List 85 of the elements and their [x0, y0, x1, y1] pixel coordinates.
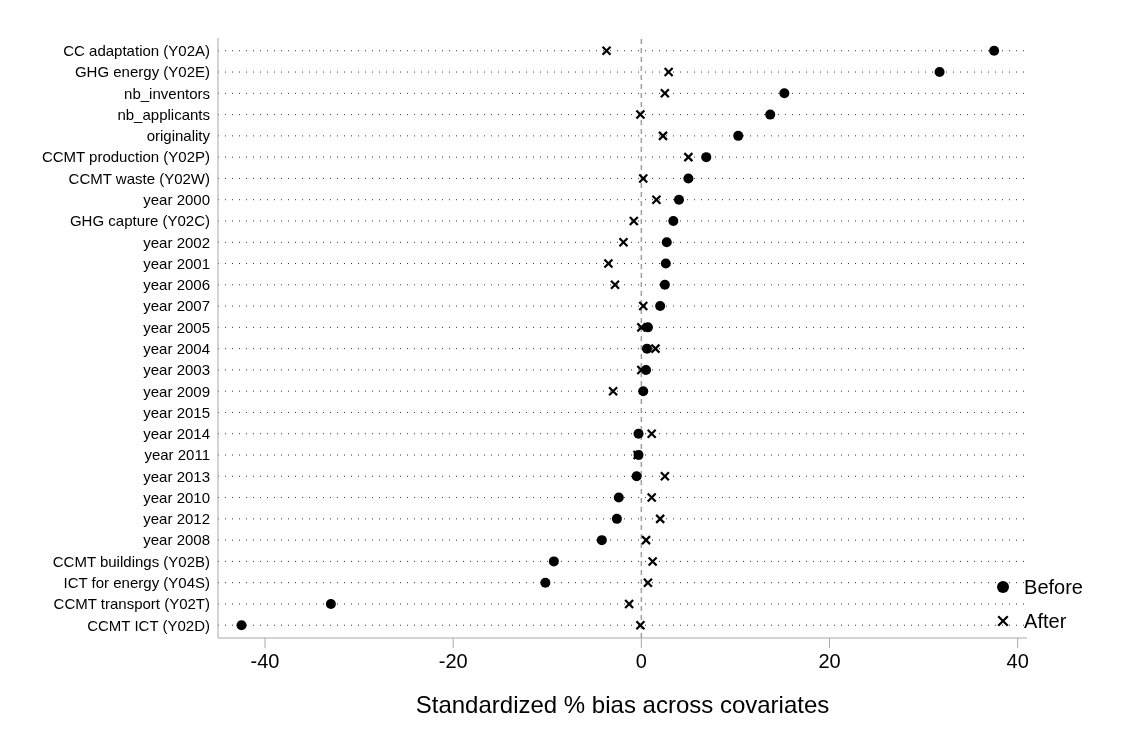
y-tick-label: nb_inventors	[124, 84, 210, 102]
point	[631, 471, 642, 482]
point	[635, 620, 646, 631]
point	[651, 194, 662, 205]
y-tick-label: year 2004	[143, 339, 210, 357]
x-tick-label: -20	[438, 650, 468, 673]
point	[603, 258, 614, 269]
y-tick-label: ICT for energy (Y04S)	[63, 574, 210, 592]
point	[628, 215, 639, 227]
point	[633, 428, 644, 439]
x-tick-label: 40	[1006, 650, 1029, 673]
y-tick-label: year 2001	[143, 254, 210, 272]
point	[642, 577, 654, 588]
y-tick-label: year 2003	[143, 361, 210, 379]
point	[646, 492, 657, 503]
point	[646, 428, 657, 439]
y-tick-label: GHG energy (Y02E)	[74, 63, 210, 81]
point	[548, 556, 559, 567]
y-tick-label: CCMT waste (Y02W)	[68, 169, 210, 187]
point	[934, 67, 945, 78]
point	[683, 152, 694, 163]
x-tick-label: 0	[635, 650, 647, 673]
point	[659, 279, 670, 290]
point	[638, 386, 649, 397]
y-tick-label: CCMT transport (Y02T)	[53, 595, 210, 613]
point	[765, 109, 776, 120]
point	[618, 237, 629, 248]
y-tick-label: year 2012	[143, 510, 210, 528]
point	[609, 279, 621, 290]
point	[659, 471, 670, 482]
y-tick-label: year 2009	[143, 382, 210, 400]
x-axis-title: Standardized % bias across covariates	[415, 691, 830, 718]
point	[660, 258, 671, 269]
x-tick-label: 20	[818, 650, 841, 673]
y-tick-label: year 2011	[144, 446, 210, 464]
x-tick-label: -40	[250, 650, 280, 673]
point	[673, 194, 684, 205]
point	[779, 88, 790, 99]
point	[655, 301, 666, 312]
y-tick-label: CCMT buildings (Y02B)	[52, 552, 210, 570]
point	[640, 535, 652, 546]
point	[683, 173, 694, 184]
y-tick-label: year 2000	[143, 191, 210, 209]
point	[659, 88, 670, 99]
point	[650, 343, 661, 354]
point	[635, 109, 646, 120]
y-tick-label: year 2002	[143, 233, 210, 251]
y-tick-label: CCMT ICT (Y02D)	[87, 616, 210, 634]
y-tick-label: nb_applicants	[117, 105, 210, 123]
legend-label: Before	[1024, 575, 1083, 599]
point	[733, 130, 744, 141]
point	[668, 215, 679, 226]
y-tick-label: CCMT production (Y02P)	[41, 148, 210, 166]
y-tick-label: year 2014	[143, 425, 210, 443]
y-tick-label: year 2006	[143, 276, 210, 294]
point	[636, 322, 647, 333]
point	[624, 598, 635, 610]
point	[613, 492, 624, 503]
point	[611, 513, 622, 524]
y-tick-label: originality	[146, 127, 211, 145]
y-tick-label: year 2007	[143, 297, 210, 315]
y-tick-label: year 2013	[143, 467, 210, 485]
y-tick-label: CC adaptation (Y02A)	[63, 42, 210, 60]
y-tick-label: year 2010	[143, 488, 210, 506]
point	[655, 513, 666, 524]
point	[325, 598, 336, 609]
point	[638, 300, 649, 312]
y-tick-label: year 2008	[143, 531, 210, 549]
point	[647, 556, 658, 567]
point	[657, 130, 669, 141]
point	[236, 620, 247, 631]
point	[608, 386, 619, 397]
point	[989, 45, 1000, 56]
point	[661, 237, 672, 248]
y-tick-label: GHG capture (Y02C)	[69, 212, 210, 230]
point	[701, 152, 712, 163]
point	[601, 45, 612, 56]
point	[641, 343, 652, 354]
y-tick-label: year 2015	[143, 403, 210, 421]
point	[638, 173, 649, 184]
point	[596, 535, 607, 546]
point	[663, 66, 674, 78]
y-tick-label: year 2005	[143, 318, 210, 336]
point	[540, 577, 551, 588]
legend-label: After	[1024, 609, 1067, 633]
